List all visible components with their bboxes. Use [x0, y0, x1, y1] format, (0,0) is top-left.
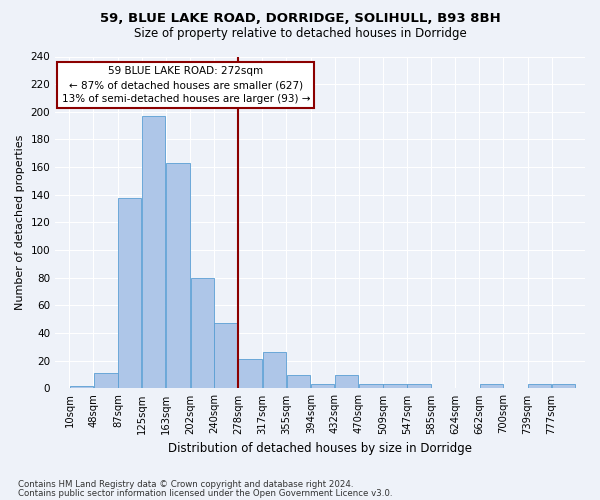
- Bar: [359, 384, 383, 388]
- Bar: [142, 116, 166, 388]
- Bar: [407, 384, 431, 388]
- Bar: [214, 324, 238, 388]
- Bar: [528, 384, 551, 388]
- Bar: [166, 163, 190, 388]
- Bar: [552, 384, 575, 388]
- Bar: [311, 384, 334, 388]
- Text: Size of property relative to detached houses in Dorridge: Size of property relative to detached ho…: [134, 28, 466, 40]
- Text: Contains public sector information licensed under the Open Government Licence v3: Contains public sector information licen…: [18, 489, 392, 498]
- Bar: [479, 384, 503, 388]
- Text: Contains HM Land Registry data © Crown copyright and database right 2024.: Contains HM Land Registry data © Crown c…: [18, 480, 353, 489]
- Bar: [383, 384, 407, 388]
- Bar: [191, 278, 214, 388]
- Text: 59, BLUE LAKE ROAD, DORRIDGE, SOLIHULL, B93 8BH: 59, BLUE LAKE ROAD, DORRIDGE, SOLIHULL, …: [100, 12, 500, 26]
- Bar: [118, 198, 142, 388]
- Bar: [94, 373, 118, 388]
- X-axis label: Distribution of detached houses by size in Dorridge: Distribution of detached houses by size …: [168, 442, 472, 455]
- Bar: [287, 374, 310, 388]
- Y-axis label: Number of detached properties: Number of detached properties: [15, 135, 25, 310]
- Bar: [335, 374, 358, 388]
- Bar: [263, 352, 286, 388]
- Text: 59 BLUE LAKE ROAD: 272sqm
← 87% of detached houses are smaller (627)
13% of semi: 59 BLUE LAKE ROAD: 272sqm ← 87% of detac…: [62, 66, 310, 104]
- Bar: [238, 360, 262, 388]
- Bar: [70, 386, 93, 388]
